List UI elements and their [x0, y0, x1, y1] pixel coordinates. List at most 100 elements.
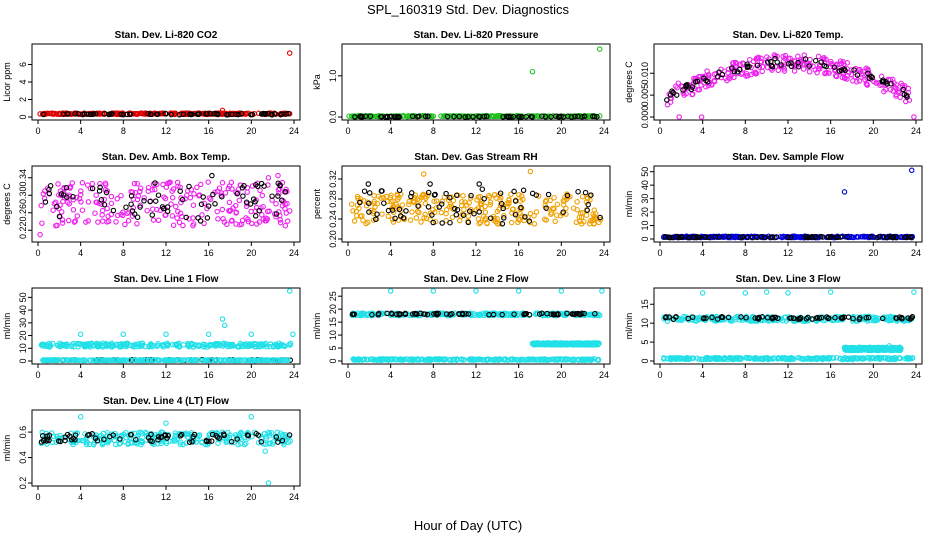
- data-point: [433, 198, 440, 204]
- data-point: [96, 188, 103, 194]
- x-tick-label: 16: [514, 248, 524, 258]
- data-point: [286, 50, 293, 56]
- panel-title: Stan. Dev. Li-820 CO2: [115, 30, 218, 41]
- data-point: [366, 209, 372, 215]
- y-tick-label: 10: [328, 330, 338, 340]
- data-point: [189, 111, 195, 118]
- x-tick-label: 8: [743, 126, 748, 136]
- data-point: [733, 60, 740, 67]
- y-tick-label: 0.28: [328, 190, 338, 208]
- data-point: [597, 214, 603, 221]
- data-point: [90, 111, 97, 117]
- data-point: [243, 199, 250, 205]
- data-point: [240, 193, 246, 199]
- data-point: [718, 74, 724, 81]
- data-point: [527, 168, 534, 175]
- data-point: [360, 217, 366, 224]
- data-point: [498, 200, 505, 207]
- y-tick-label: 20: [18, 331, 28, 341]
- panel-title: Stan. Dev. Line 2 Flow: [424, 274, 529, 285]
- data-point: [533, 192, 540, 198]
- data-point: [59, 220, 66, 226]
- y-tick-label: 0: [18, 114, 28, 119]
- data-point: [585, 201, 591, 208]
- data-point: [447, 201, 454, 207]
- x-axis-title: Hour of Day (UTC): [413, 518, 523, 533]
- panel-title: Stan. Dev. Line 3 Flow: [736, 274, 841, 285]
- data-point: [466, 208, 473, 214]
- data-point: [234, 190, 240, 197]
- data-point: [110, 207, 117, 214]
- series: [664, 55, 910, 103]
- data-point: [162, 110, 169, 117]
- series: [346, 46, 603, 120]
- y-tick-label: 0.6: [18, 426, 28, 439]
- data-point: [551, 194, 557, 201]
- x-tick-label: 0: [657, 126, 662, 136]
- data-point: [225, 111, 231, 118]
- y-axis-label: ml/min: [2, 313, 12, 340]
- data-point: [176, 219, 183, 226]
- data-point: [575, 188, 581, 195]
- data-point: [277, 182, 283, 189]
- data-point: [203, 111, 209, 117]
- data-point: [427, 216, 433, 223]
- x-tick-label: 8: [743, 248, 748, 258]
- data-point: [568, 114, 575, 120]
- x-tick-label: 16: [204, 370, 214, 380]
- data-point: [782, 52, 789, 59]
- data-point: [463, 202, 470, 208]
- data-point: [823, 63, 829, 70]
- data-point: [897, 94, 903, 101]
- data-point: [894, 86, 900, 92]
- data-point: [371, 200, 377, 207]
- plot-frame: [31, 43, 301, 121]
- x-tick-label: 4: [78, 248, 83, 258]
- y-tick-label: 0.34: [18, 169, 28, 187]
- x-tick-label: 12: [161, 126, 171, 136]
- series: [352, 113, 600, 120]
- data-point: [730, 60, 736, 66]
- data-point: [460, 212, 467, 218]
- data-point: [681, 92, 687, 98]
- data-point: [371, 192, 377, 199]
- data-point: [352, 114, 358, 120]
- figure-title: SPL_160319 Std. Dev. Diagnostics: [366, 2, 570, 17]
- data-point: [436, 204, 443, 210]
- data-point: [732, 59, 739, 66]
- data-point: [842, 67, 848, 74]
- x-tick-label: 12: [783, 126, 793, 136]
- data-point: [378, 113, 384, 120]
- data-point: [699, 290, 706, 296]
- data-point: [470, 114, 476, 120]
- x-tick-label: 16: [514, 370, 524, 380]
- data-point: [664, 97, 670, 103]
- data-point: [438, 209, 445, 216]
- data-point: [832, 73, 839, 79]
- data-point: [168, 111, 175, 118]
- data-point: [145, 184, 152, 191]
- data-point: [37, 231, 43, 238]
- data-point: [579, 193, 586, 200]
- data-point: [191, 191, 197, 197]
- data-point: [742, 290, 749, 296]
- data-point: [238, 110, 245, 117]
- data-point: [806, 63, 812, 69]
- data-point: [744, 63, 751, 70]
- data-point: [366, 200, 372, 207]
- panel-title: Stan. Dev. Amb. Box Temp.: [102, 152, 230, 163]
- data-point: [476, 220, 482, 227]
- data-point: [228, 218, 235, 224]
- data-point: [83, 219, 89, 225]
- data-point: [179, 196, 186, 203]
- data-point: [741, 61, 747, 67]
- x-tick-label: 0: [35, 492, 40, 502]
- data-point: [384, 114, 391, 120]
- data-point: [422, 200, 429, 207]
- data-point: [272, 111, 278, 117]
- data-point: [144, 207, 150, 214]
- data-point: [908, 167, 915, 174]
